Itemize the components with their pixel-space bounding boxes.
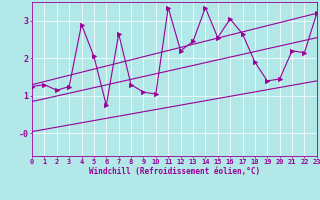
X-axis label: Windchill (Refroidissement éolien,°C): Windchill (Refroidissement éolien,°C) xyxy=(89,167,260,176)
